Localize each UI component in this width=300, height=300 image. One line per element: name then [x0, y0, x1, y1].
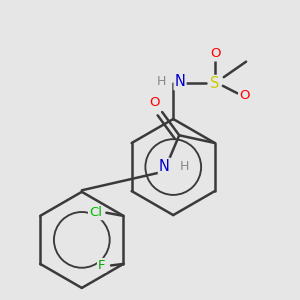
Text: O: O — [239, 89, 250, 102]
Text: H: H — [180, 160, 190, 173]
Text: S: S — [210, 76, 220, 91]
Text: O: O — [149, 96, 160, 109]
Text: F: F — [98, 259, 106, 272]
Text: Cl: Cl — [89, 206, 102, 219]
Text: O: O — [210, 47, 220, 60]
Text: N: N — [175, 74, 185, 89]
Text: N: N — [159, 159, 170, 174]
Text: H: H — [157, 75, 166, 88]
